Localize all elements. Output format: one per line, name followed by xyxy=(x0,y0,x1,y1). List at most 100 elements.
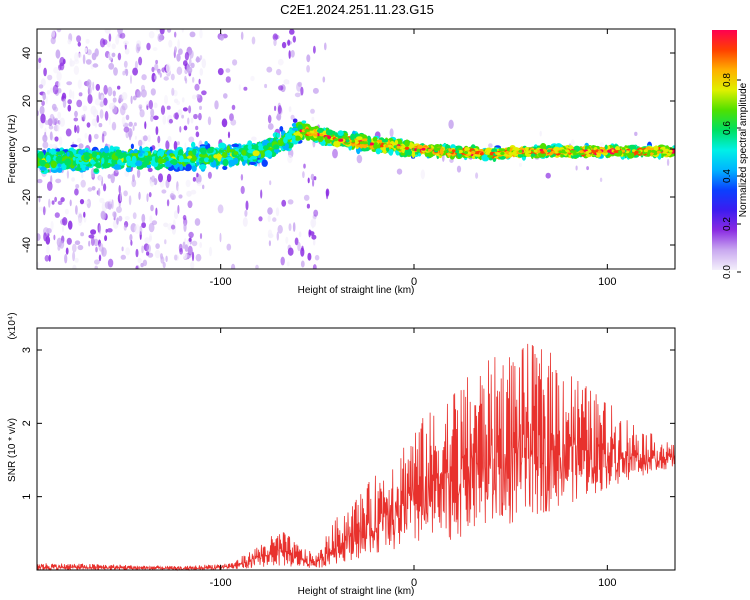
spectrogram-cell xyxy=(450,144,456,150)
spectrogram-cell xyxy=(107,86,113,97)
spectrogram-cell xyxy=(292,222,296,232)
spectrogram-cell xyxy=(277,105,282,114)
spectrogram-cell xyxy=(54,196,57,202)
spectrogram-cell xyxy=(244,209,248,217)
spectrogram-cell xyxy=(300,260,305,268)
spectrogram-cell xyxy=(225,68,231,73)
spectrogram-cell xyxy=(579,150,584,154)
spectrogram-cell xyxy=(160,105,166,115)
spectrogram-cell xyxy=(123,60,128,68)
spectrogram-cell xyxy=(76,137,82,143)
spectrogram-cell xyxy=(613,150,618,154)
spectrogram-cell xyxy=(108,116,111,126)
spectrogram-cell xyxy=(138,191,141,200)
spectrogram-cell xyxy=(240,174,244,181)
spectrogram-cell xyxy=(77,217,83,227)
figure-title: C2E1.2024.251.11.23.G15 xyxy=(280,2,434,17)
spectrogram-cell xyxy=(165,140,170,150)
spectrogram-cell xyxy=(46,90,51,95)
spectrogram-cell xyxy=(292,35,296,43)
spectrogram-cell xyxy=(190,189,197,195)
spectrogram-cell xyxy=(96,163,101,168)
spectrogram-cell xyxy=(98,123,103,128)
spectrogram-cell xyxy=(155,29,159,32)
spectrogram-cell xyxy=(192,177,196,182)
spectrogram-cell xyxy=(55,148,61,153)
spectrogram-cell xyxy=(187,245,193,256)
spectrogram-cell xyxy=(94,98,101,106)
spectrogram-cell xyxy=(82,152,91,156)
spectrogram-cell xyxy=(276,133,280,138)
spectrogram-cell xyxy=(266,66,273,73)
spectrogram-cell xyxy=(55,155,63,163)
spectrogram-cell xyxy=(322,76,326,83)
spectrogram-cell xyxy=(165,255,168,262)
spectrogram-cell xyxy=(56,71,62,81)
spectrogram-cell xyxy=(189,31,196,38)
colorbar-label: Normalized spectral amplitude xyxy=(738,82,749,217)
spectrogram-cell xyxy=(310,173,315,181)
spectrogram-cell xyxy=(123,126,130,133)
spectrogram-cell xyxy=(153,115,159,121)
spectrogram-cell xyxy=(53,234,56,241)
spectrogram-cell xyxy=(64,158,72,166)
spectrogram-cell xyxy=(117,52,122,61)
spectrogram-cell xyxy=(285,132,293,140)
spectrogram-cell xyxy=(434,148,439,152)
spectrogram-cell xyxy=(198,78,201,85)
spectrogram-cell xyxy=(228,159,236,165)
spectrogram-cell xyxy=(121,92,128,100)
spectrogram-cell xyxy=(381,139,388,143)
spectrogram-cell xyxy=(185,179,191,188)
spectrogram-cell xyxy=(142,259,148,267)
spectrogram-cell xyxy=(44,131,47,138)
spectrogram-cell xyxy=(52,84,59,95)
spectrogram-cell xyxy=(137,257,142,263)
spectrogram-cell xyxy=(159,29,165,35)
x-tick-label: 0 xyxy=(411,276,417,288)
spectrogram-cell xyxy=(148,222,155,233)
spectrogram-cell xyxy=(37,261,40,268)
spectrogram-cell xyxy=(208,158,214,163)
spectrogram-cell xyxy=(48,254,51,262)
spectrogram-cell xyxy=(498,148,506,152)
spectrogram-cell xyxy=(83,211,86,218)
spectrogram-cell xyxy=(143,157,150,166)
spectrogram-cells xyxy=(37,29,675,269)
spectrogram-cell xyxy=(208,246,213,257)
spectrogram-cell xyxy=(200,148,207,155)
spectrogram-cell xyxy=(126,155,131,162)
spectrogram-cell xyxy=(80,232,84,237)
spectrogram-cell xyxy=(125,68,129,77)
spectrogram-cell xyxy=(146,193,149,203)
spectrogram-cell xyxy=(190,157,197,162)
spectrogram-cell xyxy=(155,126,159,136)
spectrogram-cell xyxy=(276,68,282,76)
colorbar-tick-label: 0.4 xyxy=(722,169,733,183)
spectrogram-cell xyxy=(231,143,240,148)
spectrogram-cell xyxy=(88,234,95,239)
spectrogram-cell xyxy=(48,125,54,130)
spectrogram-cell xyxy=(128,195,132,206)
spectrogram-cell xyxy=(545,172,551,179)
spectrogram-cell xyxy=(162,115,167,125)
spectrogram-cell xyxy=(668,149,673,153)
spectrogram-cell xyxy=(148,31,155,39)
spectrogram-cell xyxy=(138,104,143,109)
spectrogram-cell xyxy=(231,104,236,110)
spectrogram-cell xyxy=(57,200,63,205)
spectrogram-cell xyxy=(167,135,172,143)
spectrogram-y-axis-label: Frequency (Hz) xyxy=(7,115,18,184)
spectrogram-cell xyxy=(373,142,378,146)
spectrogram-cell xyxy=(43,67,47,77)
spectrogram-cell xyxy=(264,83,268,89)
spectrogram-cell xyxy=(67,104,72,112)
spectrogram-cell xyxy=(49,131,53,141)
spectrogram-cell xyxy=(207,147,214,154)
spectrogram-cell xyxy=(324,42,327,51)
spectrogram-cell xyxy=(104,29,111,34)
colorbar: 0.0 0.2 0.4 0.6 0.8 Normalized spectral ampl… xyxy=(712,30,749,279)
spectrogram-cell xyxy=(312,87,319,94)
spectrogram-cell xyxy=(106,228,113,233)
spectrogram-cell xyxy=(285,236,289,244)
